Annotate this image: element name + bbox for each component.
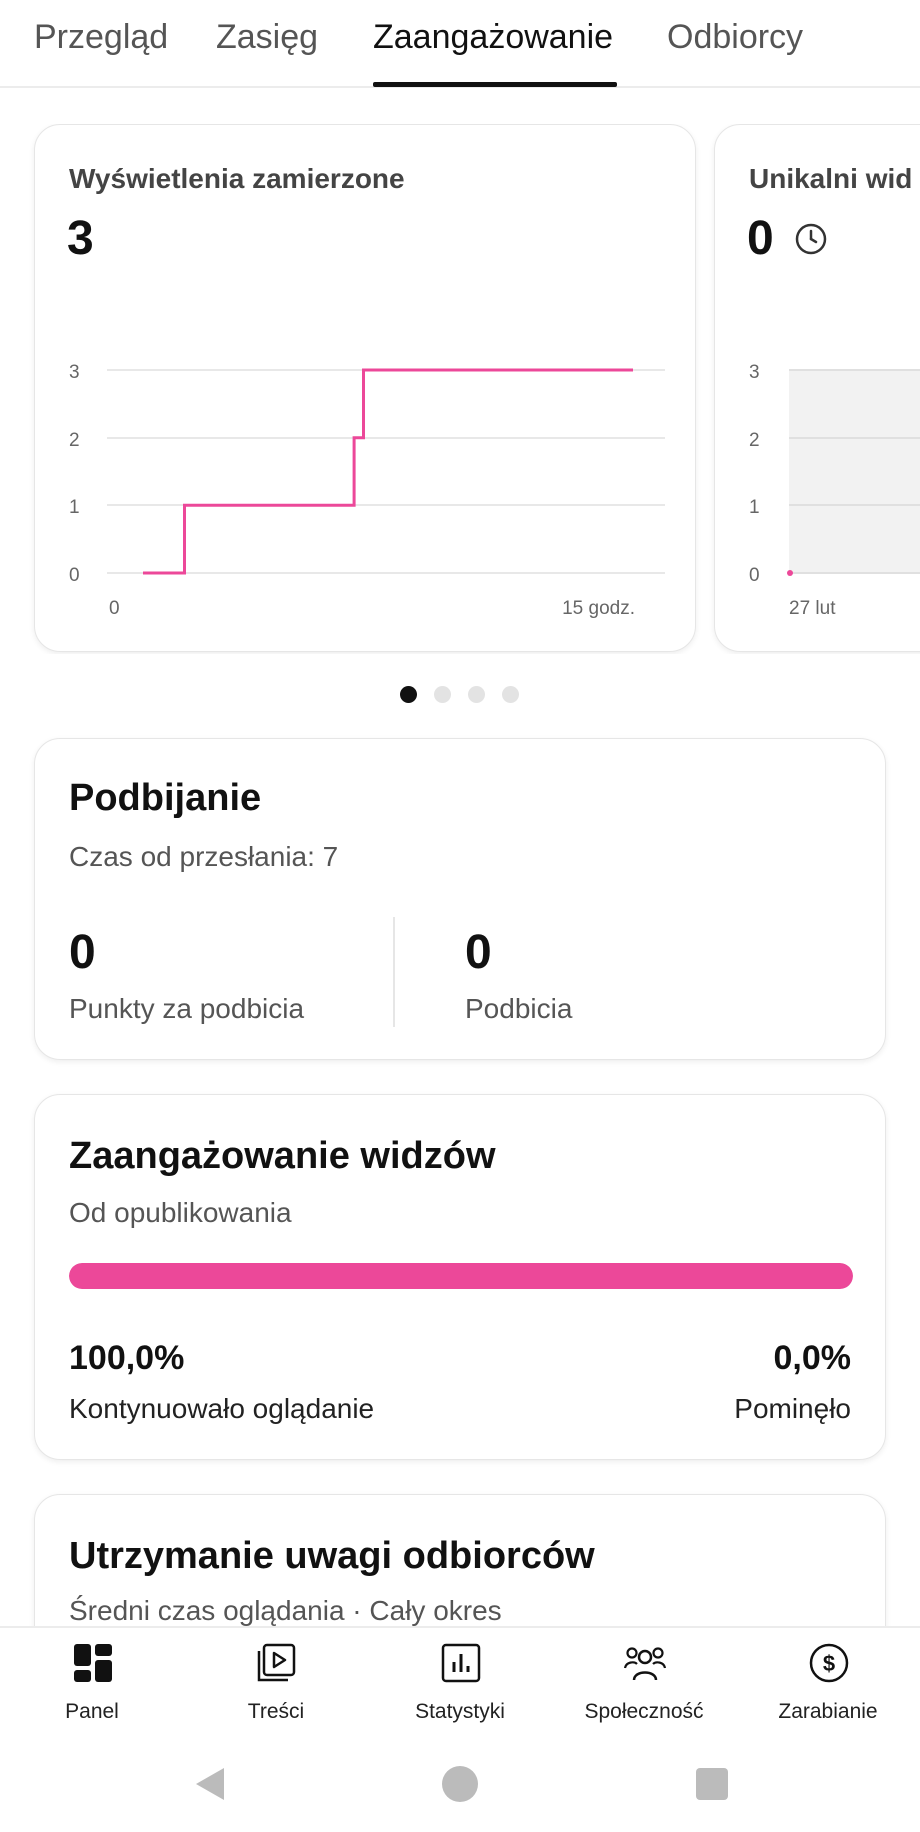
recents-icon[interactable] bbox=[694, 1766, 730, 1802]
community-icon bbox=[624, 1647, 666, 1681]
clock-icon[interactable] bbox=[793, 221, 829, 257]
carousel-dot[interactable] bbox=[400, 686, 417, 703]
chart-area-bg bbox=[789, 370, 920, 573]
back-icon[interactable] bbox=[190, 1764, 230, 1804]
x-tick-end: 15 godz. bbox=[562, 598, 635, 619]
chart-title: Wyświetlenia zamierzone bbox=[69, 163, 405, 194]
y-tick-1: 1 bbox=[69, 497, 80, 518]
boost-card: Podbijanie Czas od przesłania: 7 0 Punkt… bbox=[34, 738, 886, 1060]
tab-bar: Przegląd Zasięg Zaangażowanie Odbiorcy bbox=[0, 0, 920, 88]
y-tick-2: 2 bbox=[69, 430, 80, 451]
continued-label: Kontynuowało oglądanie bbox=[69, 1393, 375, 1424]
carousel-dot[interactable] bbox=[468, 686, 485, 703]
unique-viewers-chart: 3 2 1 0 27 lut bbox=[749, 362, 920, 619]
nav-earn[interactable]: $ Zarabianie bbox=[748, 1642, 908, 1732]
carousel-dot[interactable] bbox=[502, 686, 519, 703]
home-icon[interactable] bbox=[440, 1764, 480, 1804]
card-subtitle: Średni czas oglądania · Cały okres bbox=[69, 1595, 502, 1626]
tab-overview[interactable]: Przegląd bbox=[34, 18, 169, 56]
x-tick-start: 0 bbox=[109, 598, 120, 619]
card-title: Podbijanie bbox=[69, 777, 262, 819]
x-tick-start: 27 lut bbox=[789, 598, 836, 619]
carousel-dots bbox=[0, 686, 920, 706]
boost-points-value: 0 bbox=[69, 926, 96, 979]
y-tick-3: 3 bbox=[69, 362, 80, 383]
content-icon bbox=[257, 1643, 296, 1682]
data-point bbox=[787, 570, 793, 576]
nav-analytics[interactable]: Statystyki bbox=[380, 1642, 540, 1732]
system-navigation-bar bbox=[0, 1734, 920, 1832]
nav-content[interactable]: Treści bbox=[196, 1642, 356, 1732]
views-series-line bbox=[143, 368, 633, 575]
skipped-pct: 0,0% bbox=[773, 1339, 852, 1377]
tab-engagement[interactable]: Zaangażowanie bbox=[373, 18, 614, 56]
card-subtitle: Od opublikowania bbox=[69, 1197, 292, 1228]
y-tick-1: 1 bbox=[749, 497, 760, 518]
chart-value: 3 bbox=[67, 212, 94, 265]
dollar-icon: $ bbox=[809, 1643, 849, 1683]
y-grid bbox=[107, 369, 665, 574]
chart-value: 0 bbox=[747, 212, 774, 265]
bottom-navigation: Panel Treści Statystyki Społeczność bbox=[0, 1626, 920, 1734]
y-tick-0: 0 bbox=[749, 565, 760, 586]
y-tick-0: 0 bbox=[69, 565, 80, 586]
unique-viewers-card[interactable]: Unikalni wid 0 3 2 1 0 27 lut bbox=[714, 124, 920, 652]
divider bbox=[393, 917, 395, 1027]
skipped-label: Pominęło bbox=[734, 1393, 851, 1424]
boosts-label: Podbicia bbox=[465, 993, 573, 1024]
y-tick-3: 3 bbox=[749, 362, 760, 383]
nav-panel[interactable]: Panel bbox=[12, 1642, 172, 1732]
tab-audience[interactable]: Odbiorcy bbox=[667, 18, 804, 56]
nav-label: Panel bbox=[65, 1700, 119, 1723]
progress-fill bbox=[69, 1263, 853, 1289]
dashboard-icon bbox=[74, 1644, 112, 1682]
metrics-carousel[interactable]: Wyświetlenia zamierzone 3 3 2 1 0 0 15 g… bbox=[0, 124, 920, 654]
views-chart-card[interactable]: Wyświetlenia zamierzone 3 3 2 1 0 0 15 g… bbox=[34, 124, 696, 652]
nav-label: Statystyki bbox=[415, 1700, 505, 1723]
svg-text:$: $ bbox=[823, 1651, 835, 1676]
boost-points-label: Punkty za podbicia bbox=[69, 993, 305, 1024]
y-tick-2: 2 bbox=[749, 430, 760, 451]
viewer-engagement-card: Zaangażowanie widzów Od opublikowania 10… bbox=[34, 1094, 886, 1460]
card-subtitle: Czas od przesłania: 7 bbox=[69, 841, 339, 872]
card-title: Utrzymanie uwagi odbiorców bbox=[69, 1535, 595, 1577]
chart-title: Unikalni wid bbox=[749, 163, 913, 194]
carousel-dot[interactable] bbox=[434, 686, 451, 703]
active-tab-indicator bbox=[373, 82, 617, 87]
continued-pct: 100,0% bbox=[69, 1339, 185, 1377]
nav-community[interactable]: Społeczność bbox=[564, 1642, 724, 1732]
tab-reach[interactable]: Zasięg bbox=[216, 18, 319, 56]
card-title: Zaangażowanie widzów bbox=[69, 1135, 496, 1177]
boosts-value: 0 bbox=[465, 926, 492, 979]
nav-label: Treści bbox=[247, 1700, 305, 1723]
views-line-chart: 3 2 1 0 0 15 godz. bbox=[69, 362, 665, 619]
nav-label: Społeczność bbox=[584, 1700, 704, 1723]
engagement-progress-bar bbox=[69, 1263, 853, 1289]
nav-label: Zarabianie bbox=[778, 1700, 878, 1723]
analytics-icon bbox=[441, 1643, 481, 1683]
